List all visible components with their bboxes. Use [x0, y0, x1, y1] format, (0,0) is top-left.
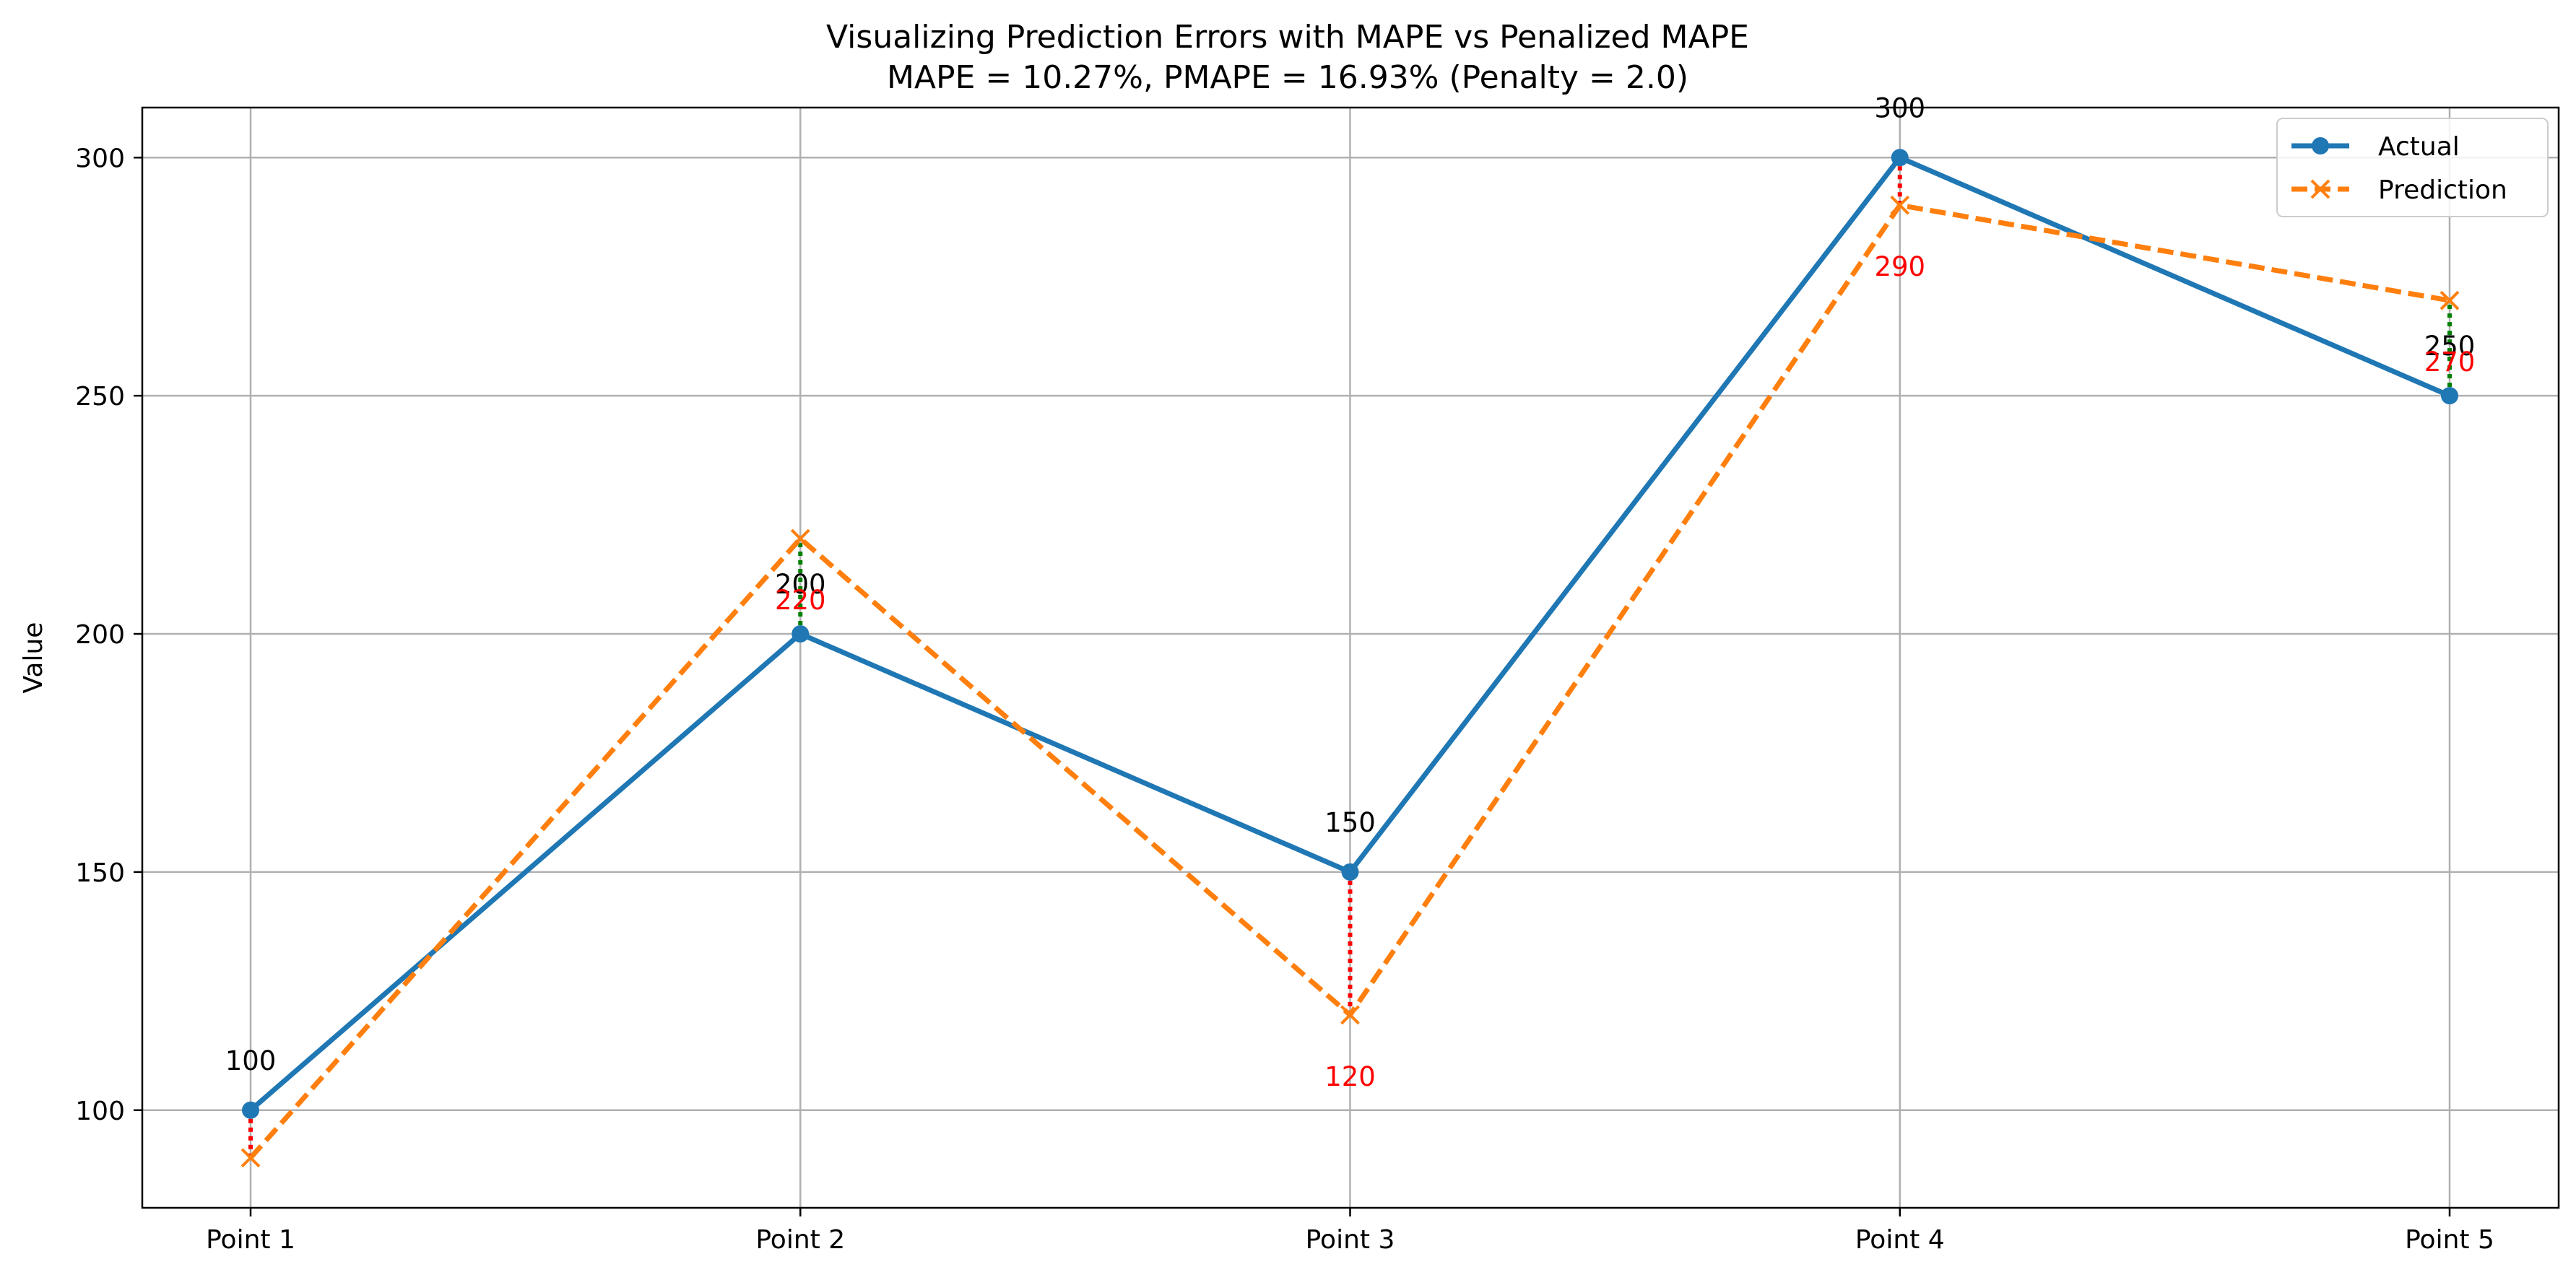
legend-actual-label: Actual	[2378, 132, 2460, 162]
chart-subtitle: MAPE = 10.27%, PMAPE = 16.93% (Penalty =…	[887, 59, 1688, 96]
x-tick-label-point-5: Point 5	[2405, 1225, 2494, 1255]
y-tick-label-150: 150	[75, 858, 125, 888]
legend-prediction-marker	[2310, 179, 2330, 199]
y-tick-label-300: 300	[75, 144, 125, 173]
y-axis: 100 150 200 250 300	[75, 144, 142, 1126]
actual-value-label-point-5: 250	[2424, 331, 2476, 362]
error-lines	[248, 157, 2452, 1158]
prediction-value-label-point-4: 290	[1874, 251, 1925, 282]
data-point-actual-point-1	[242, 1101, 259, 1119]
x-tick-label-point-1: Point 1	[206, 1225, 295, 1255]
legend: Actual Prediction	[2276, 118, 2549, 217]
data-point-prediction-point-5	[2440, 290, 2460, 310]
data-point-prediction-point-2	[790, 528, 810, 549]
prediction-value-label-point-3: 120	[1324, 1061, 1376, 1092]
data-point-prediction-point-4	[1890, 195, 1910, 215]
x-tick-label-point-3: Point 3	[1306, 1225, 1395, 1255]
prediction-value-label-point-2: 220	[775, 585, 826, 616]
legend-box	[2276, 118, 2549, 217]
prediction-value-label-point-5: 270	[2424, 347, 2476, 378]
data-point-actual-point-5	[2441, 387, 2458, 405]
series-layer	[240, 149, 2460, 1168]
y-axis-label: Value	[19, 622, 48, 694]
actual-value-label-point-2: 200	[775, 569, 826, 600]
chart-title: Visualizing Prediction Errors with MAPE …	[826, 19, 1749, 56]
y-tick-label-200: 200	[75, 620, 125, 650]
legend-actual-marker	[2312, 137, 2329, 154]
actual-value-label-point-1: 100	[225, 1045, 277, 1076]
actual-value-label-point-3: 150	[1324, 807, 1376, 838]
data-point-actual-point-3	[1341, 863, 1359, 881]
legend-prediction-label: Prediction	[2378, 175, 2507, 205]
data-point-prediction-point-1	[240, 1148, 261, 1168]
x-tick-label-point-4: Point 4	[1855, 1225, 1945, 1255]
y-tick-label-100: 100	[75, 1097, 125, 1126]
data-point-actual-point-4	[1891, 149, 1909, 167]
data-point-actual-point-2	[792, 625, 810, 643]
y-tick-label-250: 250	[75, 382, 125, 412]
x-axis: Point 1 Point 2 Point 3 Point 4 Point 5	[206, 1208, 2494, 1255]
x-tick-label-point-2: Point 2	[755, 1225, 845, 1255]
data-point-prediction-point-3	[1340, 1005, 1360, 1025]
